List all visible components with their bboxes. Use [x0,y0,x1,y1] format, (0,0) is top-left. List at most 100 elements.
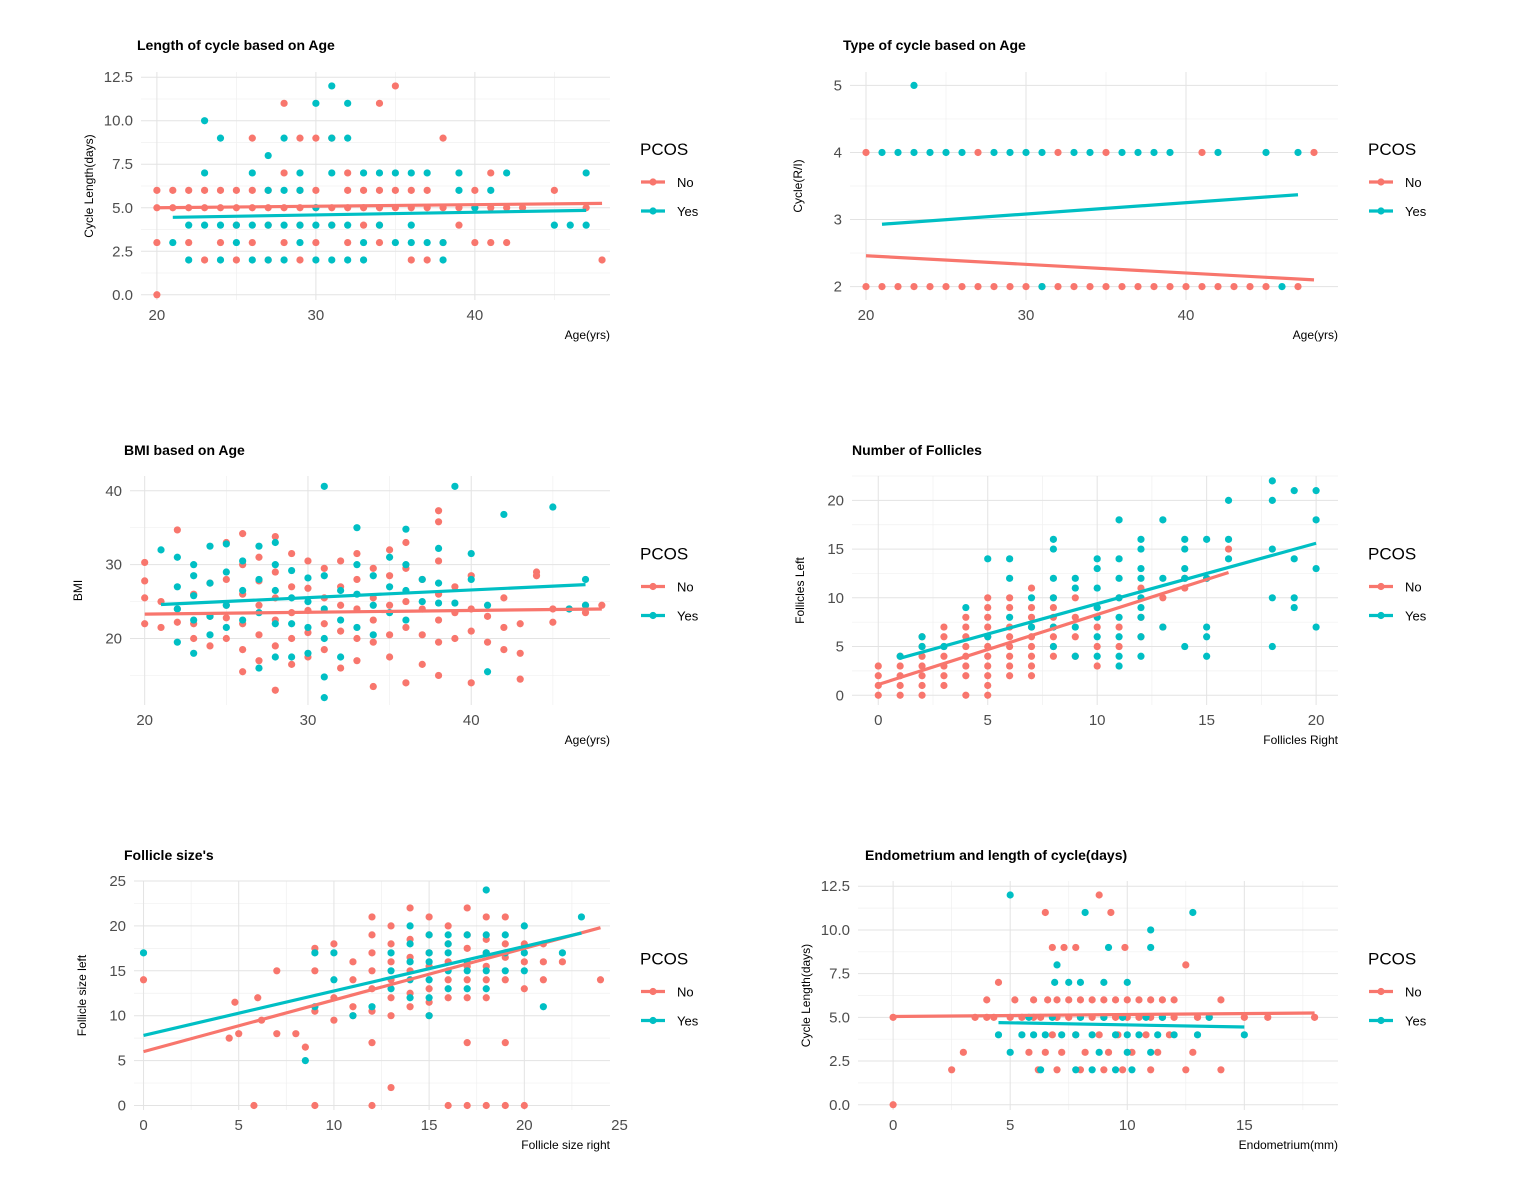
data-point [418,575,426,584]
data-point [444,985,452,993]
data-point [1118,148,1126,157]
data-point [984,555,992,563]
data-point [328,82,336,90]
data-point [369,638,377,646]
x-tick-label: 10 [1089,712,1106,729]
data-point [385,631,394,639]
data-point [549,503,557,511]
data-point [1065,978,1073,986]
data-point [222,601,230,609]
data-point [896,691,904,699]
data-point [337,616,345,624]
data-point [482,967,490,975]
legend: PCOS No Yes [1368,140,1427,219]
data-point [501,913,509,921]
data-point [239,668,247,676]
data-point [942,282,950,291]
data-point [1049,652,1058,660]
data-point [1137,574,1145,582]
data-point [467,549,475,558]
data-point [141,558,149,567]
data-point [581,601,590,609]
data-point [375,238,384,247]
y-tick-label: 15 [827,541,844,558]
data-point [444,994,452,1002]
data-point [1142,1031,1150,1039]
data-point [1030,996,1038,1004]
data-point [1203,535,1211,543]
data-point [581,575,590,584]
data-point [328,134,336,142]
chart-panel-5: 0 5 10 15 20 25 0 5 10 15 20 25 Follicle size's Folli… [75,847,699,1152]
data-point [1137,564,1145,573]
data-point [503,204,511,212]
data-point [1198,282,1206,291]
data-point [1230,282,1238,291]
data-point [467,627,475,635]
data-point [444,976,452,984]
data-point [1147,926,1155,934]
data-point [577,913,586,921]
data-point [1203,623,1211,631]
data-point [1093,564,1101,573]
data-point [1115,662,1123,670]
data-point [353,657,361,665]
data-point [304,597,312,606]
data-point [304,623,312,632]
data-point [423,186,431,194]
data-point [940,633,948,641]
data-point [407,256,415,264]
data-point [387,985,395,993]
data-point [232,186,240,194]
y-tick-label: 5.0 [112,200,133,217]
trend-line-no [156,201,603,210]
data-point [596,976,605,984]
data-point [516,620,524,628]
data-point [1189,908,1197,917]
y-axis-title: Follicles Left [793,556,807,623]
x-axis-title: Age(yrs) [565,733,610,747]
x-axis-title: Follicles Right [1263,733,1338,747]
data-point [501,1101,509,1110]
legend-key-point [1377,1016,1385,1025]
data-point [1027,652,1036,660]
data-point [463,967,471,975]
data-point [141,594,149,602]
data-point [549,618,557,626]
legend-label-no: No [1405,580,1422,595]
data-point [173,638,181,646]
data-point [1095,1031,1103,1039]
data-point [353,561,361,569]
data-point [1115,642,1123,651]
x-tick-label: 40 [467,307,484,324]
data-point [1093,652,1101,660]
data-point [501,967,509,975]
data-point [1038,282,1046,291]
data-point [1006,613,1014,621]
data-point [402,525,410,533]
data-point [550,186,558,194]
data-point [501,931,509,939]
data-point [1115,623,1123,631]
data-point [153,186,161,194]
data-point [463,944,471,952]
data-point [304,557,312,565]
y-axis-title: Cycle Length(days) [82,134,96,237]
data-point [264,151,272,160]
legend-label-no: No [677,175,694,190]
data-point [962,603,970,612]
data-point [368,1003,376,1011]
data-point [1093,662,1101,670]
data-point [910,282,918,291]
data-point [1093,623,1101,631]
data-point [375,99,384,107]
data-point [1147,996,1155,1004]
series-no [141,507,606,694]
legend-label-yes: Yes [1405,204,1427,219]
legend-key-point [1377,582,1385,591]
data-point [330,1016,338,1024]
trend-line-no [877,570,1230,687]
data-point [1076,978,1085,986]
data-point [271,568,279,576]
